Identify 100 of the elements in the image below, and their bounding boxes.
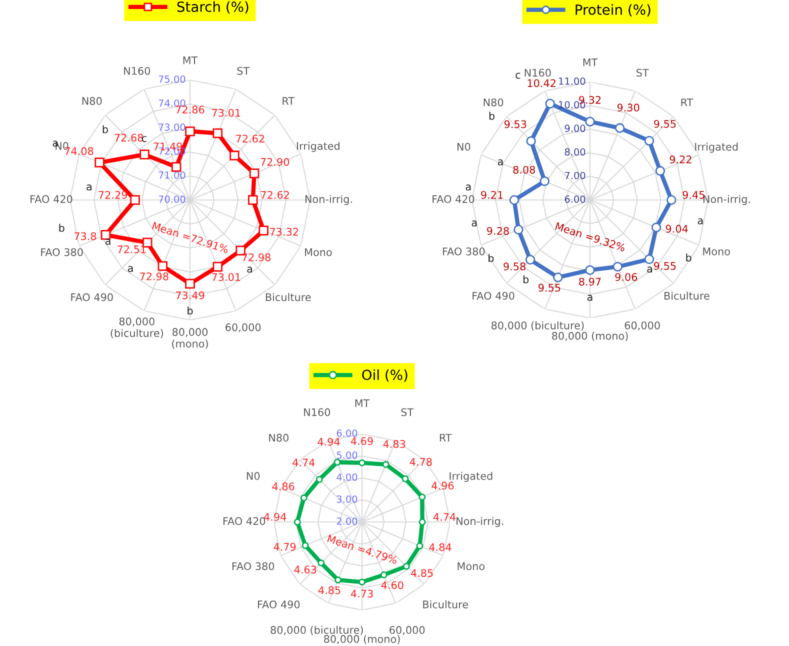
y-tick-label: 4.00	[336, 473, 358, 481]
spoke-label: Irrigated	[296, 142, 340, 152]
spoke-label: FAO 380	[232, 562, 274, 570]
data-label: 4.74	[433, 513, 456, 521]
spoke-label: MT	[583, 58, 598, 66]
spoke-label: RT	[282, 97, 295, 105]
spoke-label: MT	[183, 56, 198, 64]
data-label: 72.98	[140, 272, 168, 280]
text: b	[59, 224, 64, 232]
data-label: 4.84	[429, 543, 452, 552]
data-label: 4.86	[272, 482, 294, 490]
data-label: 9.21	[481, 190, 503, 199]
data-label: 4.63	[294, 566, 316, 574]
spoke-label: N160	[124, 66, 150, 75]
spoke-label: 80,000 (mono)	[172, 328, 208, 349]
y-tick-label: 5.00	[336, 451, 358, 459]
y-tick-label: 6.00	[336, 429, 358, 437]
y-tick-label: 75.00	[158, 75, 186, 83]
spoke-label: 80,000 (biculture)	[491, 321, 584, 331]
spoke-label: RT	[681, 98, 694, 106]
spoke-label: Biculture	[423, 600, 468, 608]
data-label: 4.85	[410, 569, 433, 577]
text: b	[188, 306, 193, 315]
spoke-label: FAO 490	[71, 293, 113, 302]
spoke-label: FAO 490	[472, 292, 514, 300]
data-label: 4.83	[383, 440, 406, 448]
legend-label: Oil (%)	[362, 369, 408, 382]
spoke-label: 80,000 (mono)	[552, 332, 628, 341]
spoke-label: FAO 420	[432, 195, 474, 204]
spoke-label: Irrigated	[450, 472, 492, 482]
data-label: 72.86	[176, 106, 204, 114]
data-label: 73.01	[212, 108, 240, 117]
data-label: 9.22	[670, 156, 692, 164]
spoke-label: FAO 490	[258, 600, 300, 608]
data-label: 72.90	[260, 158, 290, 166]
spoke-label: ST	[636, 68, 649, 77]
data-label: 4.85	[318, 586, 340, 594]
data-label: 4.69	[350, 437, 373, 446]
data-label: 8.08	[513, 166, 535, 174]
data-label: 72.51	[118, 245, 146, 254]
text: a	[698, 218, 703, 224]
spoke-label: FAO 420	[223, 517, 266, 526]
data-label: 4.79	[274, 542, 296, 551]
spoke-label: MT	[355, 399, 370, 408]
text: b	[488, 254, 494, 262]
data-label: 72.98	[242, 253, 270, 262]
data-label: 4.94	[264, 512, 286, 521]
spoke-label: Biculture	[664, 292, 710, 300]
y-tick-label: 71.00	[158, 171, 186, 179]
text: Mean =4.79%	[327, 534, 398, 564]
y-tick-label: 6.00	[564, 195, 586, 203]
text: a	[587, 294, 592, 301]
data-label: 4.60	[381, 581, 404, 590]
text: b	[523, 275, 529, 284]
spoke-label: FAO 380	[41, 248, 83, 256]
spoke-label: 80,000 (biculture)	[270, 626, 363, 636]
spoke-label: 60,000	[390, 626, 425, 635]
text: a	[472, 220, 477, 227]
data-label: 72.62	[261, 190, 289, 199]
y-tick-label: 70.00	[158, 195, 186, 203]
text: a	[128, 266, 133, 272]
spoke-label: Non-irrig.	[703, 194, 750, 206]
text: a	[247, 266, 252, 273]
y-tick-label: 74.00	[158, 99, 186, 107]
data-label: 4.74	[292, 458, 315, 466]
data-label: 72.29	[98, 190, 127, 199]
spoke-label: RT	[440, 434, 452, 442]
spoke-label: ST	[401, 408, 414, 416]
spoke-label: 60,000	[624, 321, 660, 330]
data-label: 9.04	[666, 224, 688, 233]
spoke-label: 80,000 (biculture)	[110, 318, 164, 338]
data-label: 4.78	[410, 458, 432, 466]
data-label: 9.30	[617, 104, 640, 112]
text: b	[686, 253, 692, 262]
spoke-label: FAO 380	[442, 247, 485, 256]
data-label: 10.42	[528, 79, 556, 88]
data-label: 8.97	[579, 278, 601, 286]
y-tick-label: 2.00	[336, 517, 358, 525]
data-label: 9.53	[504, 120, 526, 128]
data-label: 73.32	[270, 228, 298, 236]
data-label: 73.8	[74, 232, 96, 240]
text: a	[498, 159, 503, 166]
text: Mean =9.32%	[555, 222, 626, 252]
text: a	[466, 184, 471, 191]
spoke-label: N0	[246, 472, 260, 480]
spoke-label: Non-irrig.	[456, 516, 504, 528]
spoke-label: Non-irrig.	[305, 194, 352, 206]
data-label: 9.45	[682, 190, 704, 199]
spoke-label: FAO 420	[30, 195, 72, 204]
y-tick-label: 9.00	[564, 124, 586, 132]
data-label: 4.94	[318, 438, 340, 446]
y-tick-label: 7.00	[564, 172, 586, 180]
spoke-label: Irrigated	[695, 142, 738, 153]
legend-label: Protein (%)	[576, 4, 650, 17]
text: c	[142, 136, 146, 142]
data-label: 9.55	[654, 262, 676, 270]
data-label: 4.73	[350, 590, 373, 598]
spoke-label: Mono	[703, 248, 730, 256]
data-label: 72.68	[114, 134, 144, 142]
text: a	[52, 140, 58, 147]
